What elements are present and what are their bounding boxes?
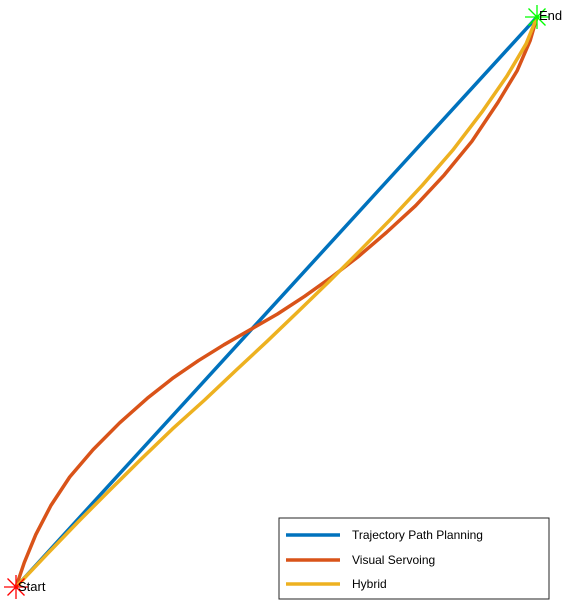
start-marker [4,575,28,599]
legend-label-hybrid: Hybrid [352,577,387,591]
series-line-visual-servoing [14,15,539,589]
end-label: End [539,8,562,23]
start-marker-stroke [7,578,25,596]
end-marker-stroke [528,8,546,26]
series-line-trajectory-path-planning [14,15,539,589]
legend-label-trajectory-path-planning: Trajectory Path Planning [352,528,483,542]
plot-area [14,15,539,589]
legend-label-visual-servoing: Visual Servoing [352,553,435,567]
series-line-hybrid [14,15,539,589]
start-label: Start [18,579,46,594]
end-marker [525,5,549,29]
legend: Trajectory Path Planning Visual Servoing… [278,517,550,600]
